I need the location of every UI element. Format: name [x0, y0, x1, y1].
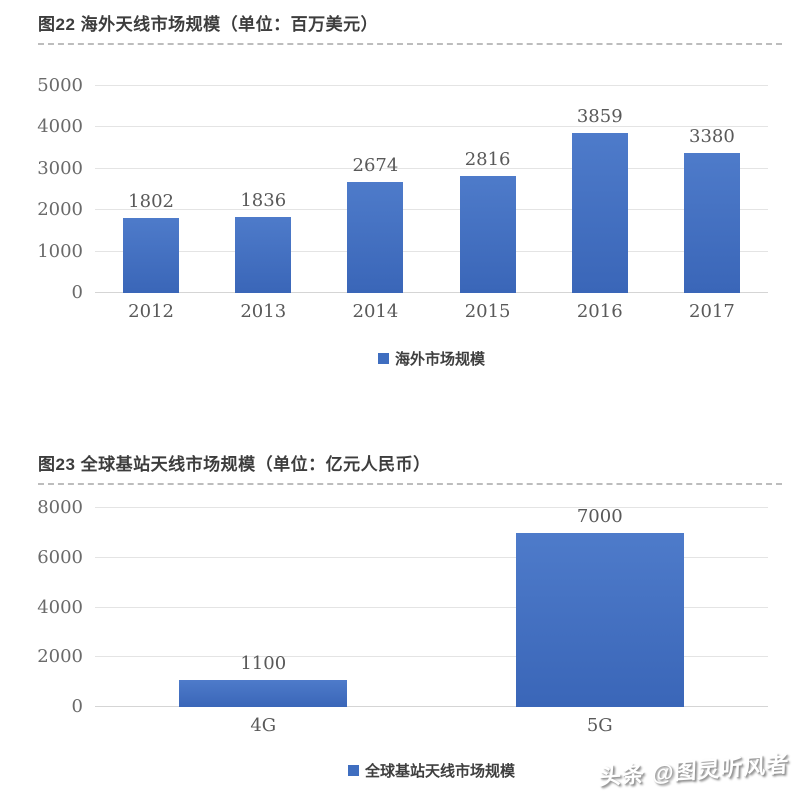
y-axis-tick-label: 2000: [37, 199, 83, 221]
bar-chart-plot-area: 0 1000 2000 3000 4000 5000 1802 1836 2674 2816 385…: [37, 77, 768, 302]
dashed-divider: [38, 43, 782, 45]
gridline: [95, 167, 768, 169]
gridline: [95, 126, 768, 128]
x-axis-category-label: 4G: [250, 715, 277, 736]
bar-slot: 3380: [656, 86, 768, 293]
legend-swatch-icon: [377, 353, 389, 364]
bar-slot: 1802: [95, 86, 207, 293]
dashed-divider: [38, 483, 782, 485]
bar-slot: 2674: [319, 86, 431, 293]
bar: [235, 217, 292, 293]
bar-slot: 1100: [95, 508, 432, 707]
bar-slots: 1802 1836 2674 2816 3859 3380: [95, 86, 768, 293]
gridline: [95, 606, 768, 608]
bar: [515, 532, 684, 707]
chart-title: 图23 全球基站天线市场规模（单位：亿元人民币）: [38, 455, 431, 474]
bar-slot: 7000: [432, 505, 769, 707]
gridline: [95, 85, 768, 86]
gridline: [95, 507, 768, 508]
legend: 海外市场规模: [95, 348, 768, 369]
y-axis-tick-label: 5000: [37, 75, 83, 96]
gridline: [95, 706, 768, 707]
y-axis-tick-label: 3000: [37, 157, 83, 179]
bar: [123, 218, 180, 293]
gridline: [95, 209, 768, 211]
bar-value-label: 1100: [240, 652, 287, 674]
watermark-text: 头条 @图灵听风者: [599, 751, 791, 790]
y-axis-tick-label: 4000: [37, 116, 83, 138]
legend: 全球基站天线市场规模: [95, 760, 768, 781]
chart-title: 图22 海外天线市场规模（单位：百万美元）: [38, 15, 379, 34]
bar-slot: 1836: [207, 86, 319, 293]
y-axis-tick-label: 0: [71, 282, 83, 303]
x-axis-labels: 2012 2013 2014 2015 2016 2017: [95, 301, 768, 322]
x-axis-labels: 4G 5G: [95, 715, 768, 736]
x-axis-category-label: 2016: [576, 301, 623, 322]
bar-slot: 3859: [544, 86, 656, 293]
gridline: [95, 250, 768, 252]
x-axis-category-label: 2015: [464, 301, 511, 322]
bar: [459, 176, 516, 293]
legend-label: 海外市场规模: [394, 350, 485, 368]
gridline: [95, 656, 768, 658]
y-axis-tick-label: 6000: [37, 546, 83, 568]
bar-value-label: 1802: [128, 191, 174, 213]
x-axis-category-label: 2014: [352, 301, 399, 322]
bar-value-label: 3380: [689, 126, 735, 148]
bar: [683, 153, 740, 293]
y-axis-tick-label: 8000: [37, 497, 83, 518]
bar-chart-plot-area: 0 2000 4000 6000 8000 1100 7000: [37, 499, 769, 716]
x-axis-category-label: 2013: [240, 301, 287, 322]
gridline: [95, 556, 768, 558]
y-axis-tick-label: 4000: [37, 596, 83, 618]
y-axis-tick-label: 1000: [37, 240, 83, 262]
y-axis-tick-label: 0: [71, 696, 83, 717]
bar: [571, 133, 628, 293]
legend-label: 全球基站天线市场规模: [364, 762, 515, 780]
bar-value-label: 1836: [240, 190, 287, 211]
legend-swatch-icon: [347, 765, 359, 776]
bar-value-label: 2674: [352, 155, 399, 177]
bar: [347, 182, 404, 293]
bar-value-label: 2816: [464, 149, 511, 171]
gridline: [95, 292, 768, 293]
bar-slots: 1100 7000: [95, 505, 769, 707]
x-axis-category-label: 2017: [689, 301, 735, 322]
bar: [179, 679, 348, 707]
x-axis-category-label: 2012: [128, 301, 174, 322]
bar-value-label: 3859: [576, 106, 623, 128]
x-axis-category-label: 5G: [586, 715, 613, 736]
bar-slot: 2816: [432, 86, 544, 293]
bar-value-label: 7000: [576, 505, 623, 527]
y-axis-tick-label: 2000: [37, 646, 83, 668]
